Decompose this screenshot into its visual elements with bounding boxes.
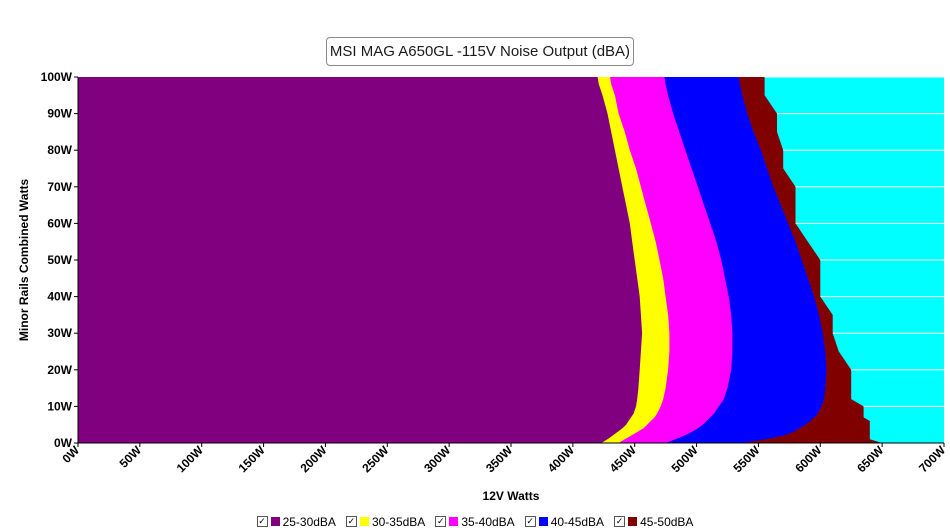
- legend: ✓ 25-30dBA ✓ 30-35dBA ✓ 35-40dBA ✓ 40-45dBA ✓ 45-…: [0, 513, 950, 530]
- x-tick-label: 700W: [916, 443, 949, 476]
- legend-label: 25-30dBA: [282, 514, 336, 529]
- legend-swatch: [359, 517, 369, 526]
- legend-checkbox[interactable]: ✓: [524, 516, 536, 527]
- legend-label: 35-40dBA: [461, 514, 515, 529]
- legend-swatch: [628, 517, 638, 526]
- x-tick-label: 600W: [792, 443, 825, 476]
- x-tick-label: 500W: [669, 443, 702, 476]
- legend-swatch: [449, 517, 459, 526]
- y-tick-label: 60W: [47, 216, 72, 230]
- legend-item[interactable]: ✓ 35-40dBA: [435, 514, 515, 529]
- x-tick-label: 450W: [607, 443, 640, 476]
- legend-item[interactable]: ✓ 45-50dBA: [614, 515, 693, 529]
- y-tick-label: 0W: [54, 436, 73, 450]
- y-tick-label: 100W: [41, 70, 73, 84]
- legend-item[interactable]: ✓ 25-30dBA: [256, 514, 336, 529]
- legend-checkbox[interactable]: ✓: [256, 516, 268, 527]
- x-tick-label: 250W: [359, 443, 392, 476]
- x-tick-label: 150W: [236, 443, 269, 476]
- chart-title: MSI MAG A650GL -115V Noise Output (dBA): [326, 37, 634, 66]
- legend-checkbox[interactable]: ✓: [345, 516, 357, 527]
- region-25-30dBA: [78, 77, 643, 443]
- y-axis-title: Minor Rails Combined Watts: [17, 179, 31, 342]
- legend-label: 30-35dBA: [371, 514, 426, 529]
- y-tick-label: 30W: [47, 326, 72, 340]
- legend-label: 40-45dBA: [550, 514, 605, 529]
- y-tick-label: 80W: [47, 143, 72, 157]
- x-tick-label: 400W: [545, 443, 578, 476]
- y-tick-label: 50W: [47, 253, 72, 267]
- y-tick-label: 70W: [47, 180, 72, 194]
- x-tick-label: 650W: [854, 443, 887, 476]
- x-axis-title: 12V Watts: [483, 489, 540, 503]
- x-tick-label: 550W: [730, 443, 763, 476]
- legend-label: 45-50dBA: [640, 514, 694, 529]
- legend-swatch: [270, 517, 280, 526]
- x-tick-label: 100W: [174, 443, 207, 476]
- x-tick-label: 200W: [297, 443, 330, 476]
- x-tick-label: 300W: [421, 443, 454, 476]
- legend-swatch: [538, 517, 548, 526]
- x-tick-label: 350W: [483, 443, 516, 476]
- y-tick-label: 90W: [47, 107, 72, 121]
- y-tick-label: 40W: [47, 290, 72, 304]
- legend-checkbox[interactable]: ✓: [614, 516, 626, 527]
- y-tick-label: 20W: [47, 363, 72, 377]
- legend-checkbox[interactable]: ✓: [435, 516, 447, 527]
- plot-area: [78, 76, 944, 444]
- legend-item[interactable]: ✓ 30-35dBA: [345, 514, 426, 529]
- legend-item[interactable]: ✓ 40-45dBA: [524, 514, 605, 529]
- y-tick-label: 10W: [47, 399, 72, 413]
